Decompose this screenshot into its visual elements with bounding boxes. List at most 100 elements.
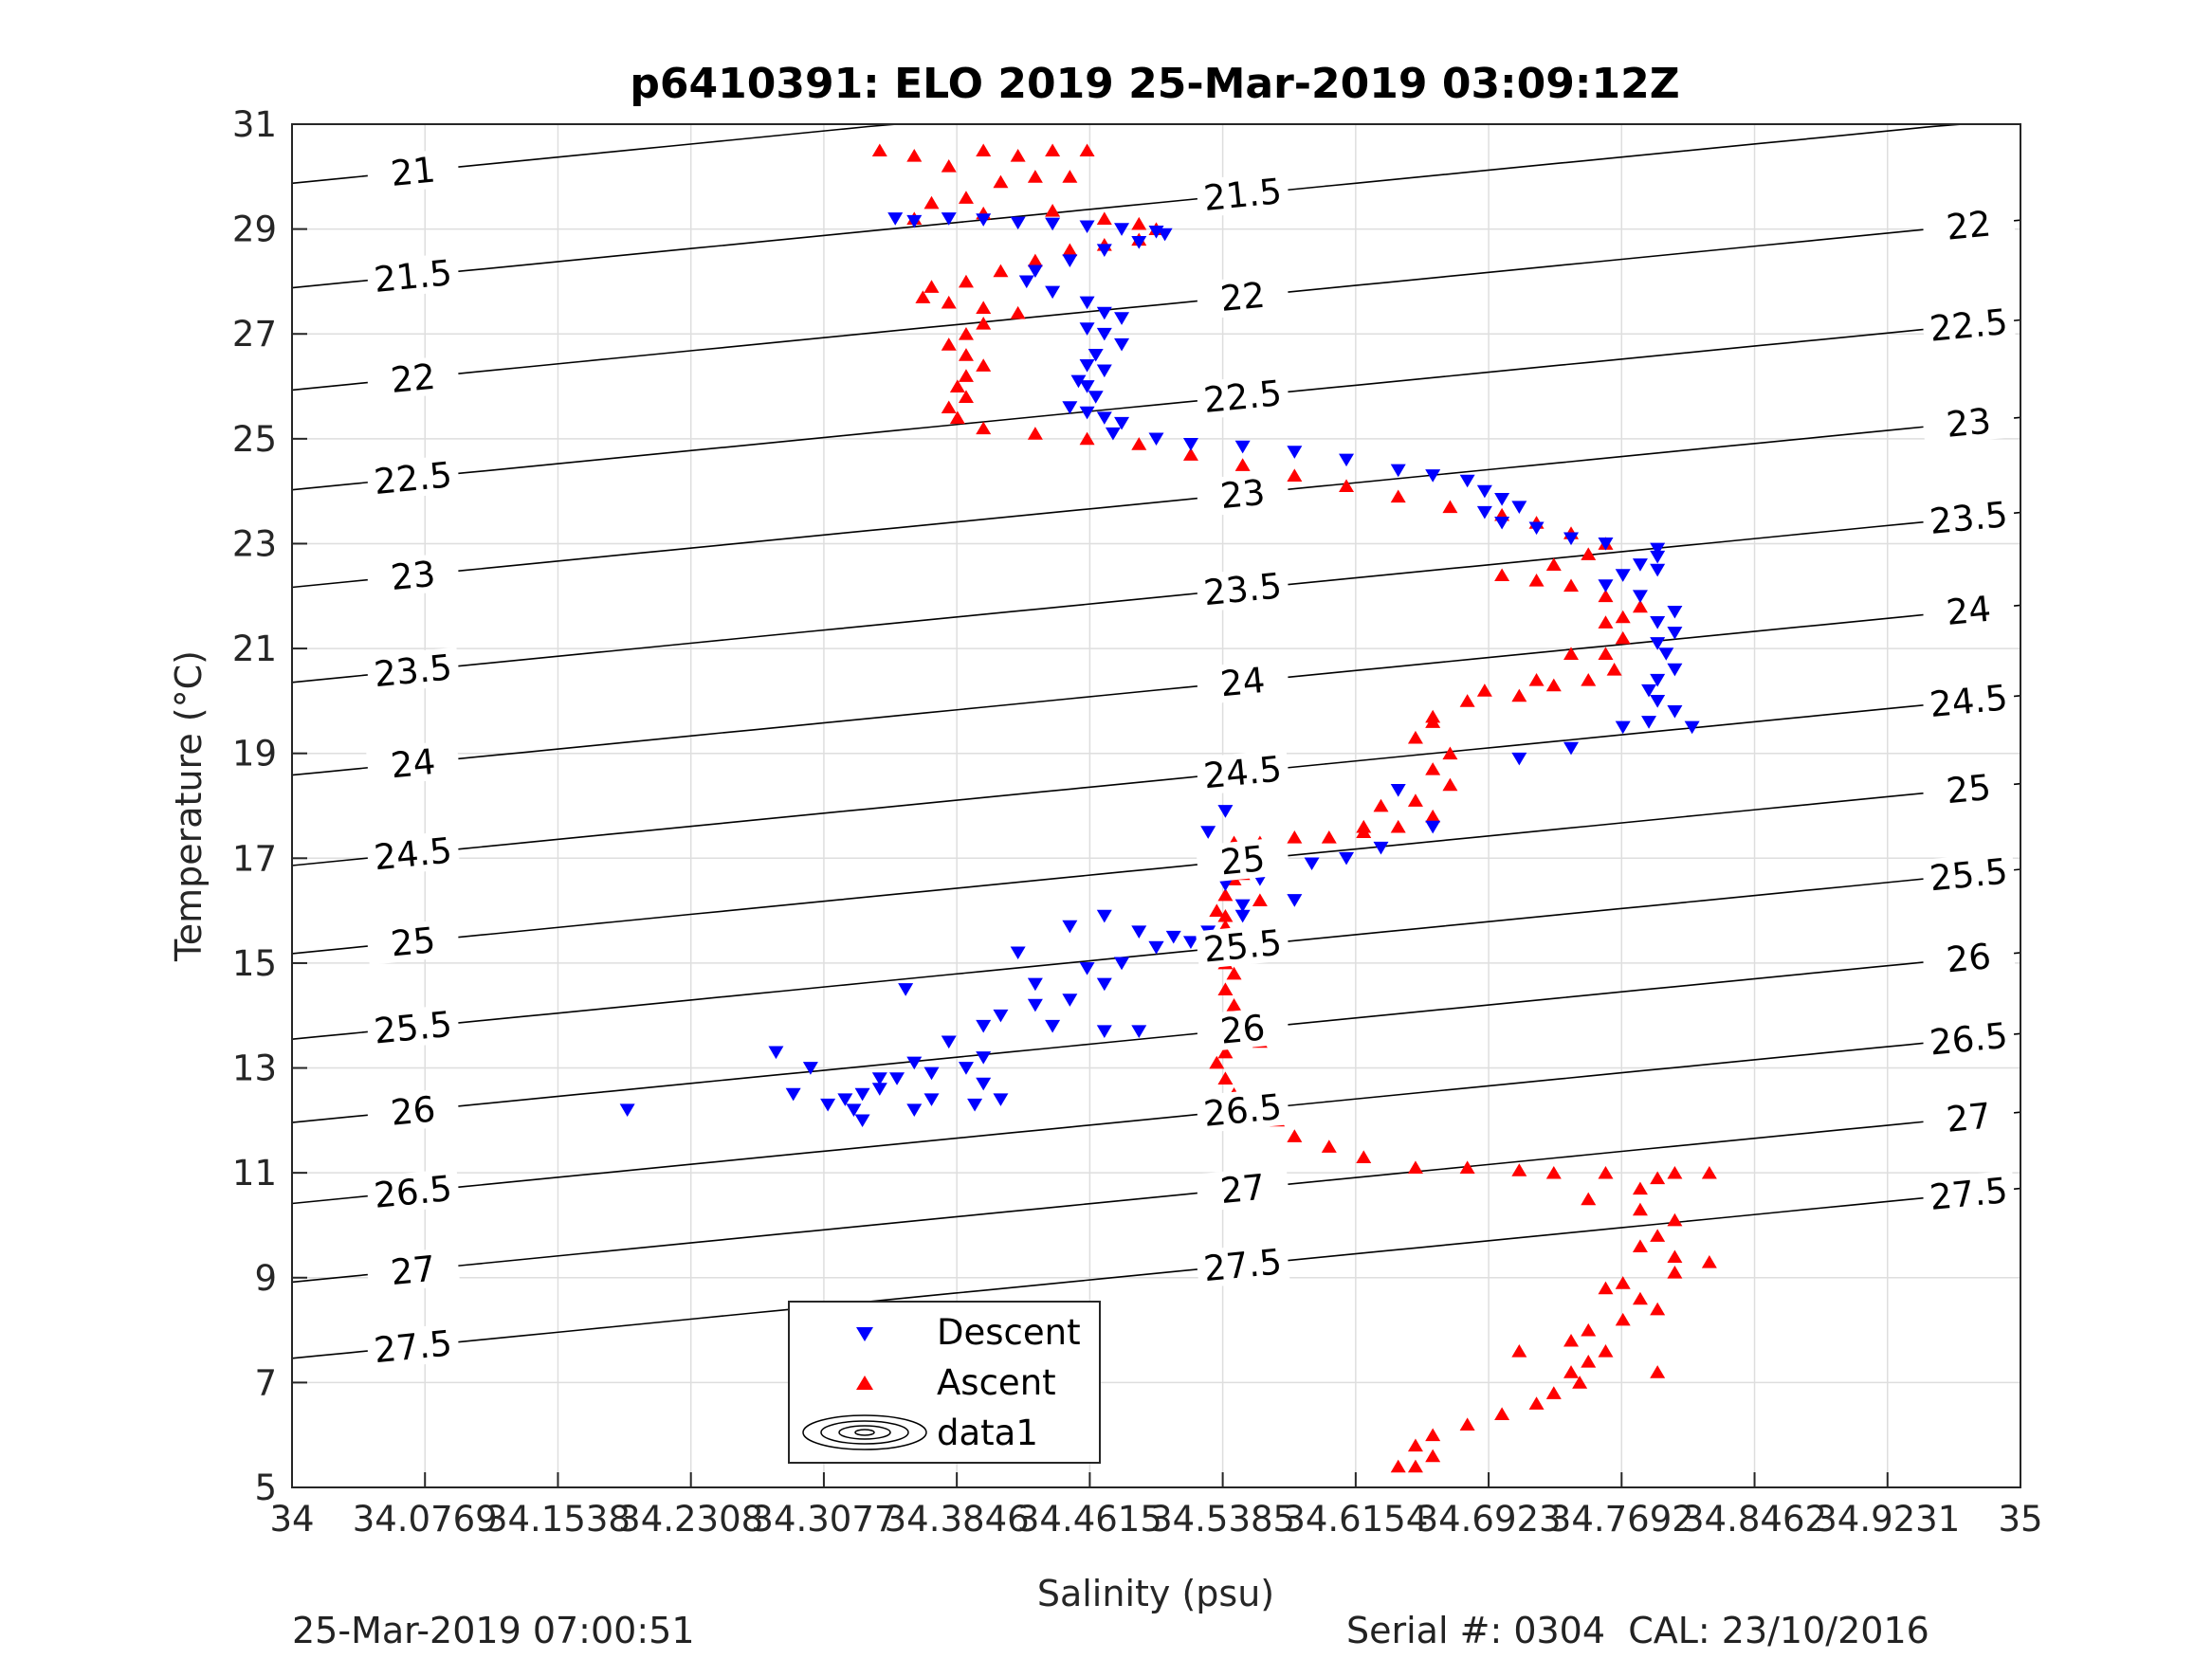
descent-point <box>1667 663 1683 677</box>
ascent-point <box>1581 1322 1597 1337</box>
descent-point <box>1105 427 1121 441</box>
descent-point <box>1650 550 1666 564</box>
ascent-point <box>1545 557 1562 571</box>
ascent-point <box>1598 1165 1614 1179</box>
isopycnal-label-bg <box>365 739 461 787</box>
descent-point <box>887 212 904 226</box>
isopycnal-label: 26 <box>389 1088 437 1133</box>
ascent-point <box>1373 798 1389 812</box>
isopycnal-label-bg <box>365 1322 461 1370</box>
descent-point <box>1096 909 1112 923</box>
descent-point <box>1234 909 1251 923</box>
ascent-point <box>1528 1396 1545 1410</box>
isopycnal-label-bg <box>365 830 461 878</box>
isopycnal-label: 27 <box>1945 1095 1993 1139</box>
ascent-point <box>958 369 974 382</box>
ascent-point <box>1407 793 1423 807</box>
isopycnal-label: 27 <box>389 1249 437 1293</box>
x-tick-label: 34.5385 <box>1150 1499 1295 1540</box>
descent-point <box>1494 493 1510 506</box>
legend-contour-icon <box>802 1414 927 1450</box>
descent-point <box>1339 453 1355 467</box>
ascent-point <box>1062 243 1078 257</box>
descent-point <box>1088 348 1104 362</box>
y-tick-label: 25 <box>232 419 277 460</box>
ascent-point <box>941 295 957 309</box>
ascent-point <box>915 290 931 303</box>
legend-descent-label: Descent <box>937 1312 1081 1353</box>
descent-point <box>1045 285 1061 300</box>
ascent-point <box>958 191 974 204</box>
ascent-point <box>1010 305 1026 319</box>
y-tick-label: 17 <box>232 838 277 879</box>
descent-point <box>1079 296 1095 310</box>
descent-point <box>619 1103 635 1117</box>
ascent-point <box>923 280 940 293</box>
descent-point <box>1667 627 1683 640</box>
isopycnal-label-bg <box>1921 494 2017 541</box>
descent-point <box>1615 569 1631 582</box>
ascent-point <box>1182 447 1198 461</box>
legend-box <box>788 1301 1101 1464</box>
isopycnal-label: 25.5 <box>1202 922 1284 971</box>
isopycnal-line <box>291 868 2021 1040</box>
descent-point <box>837 1093 853 1106</box>
isopycnal-label-bg <box>365 454 461 501</box>
descent-point <box>993 1009 1009 1023</box>
isopycnal-label-bg <box>365 252 461 300</box>
descent-point <box>1641 684 1657 698</box>
isopycnal-label-bg <box>1195 1086 1290 1134</box>
ascent-point <box>1701 1254 1717 1268</box>
isopycnal-label-bg <box>365 552 461 599</box>
y-tick-label: 11 <box>232 1153 277 1194</box>
isopycnal-label: 22.5 <box>373 454 454 502</box>
ascent-point <box>1598 1344 1614 1358</box>
isopycnal-label: 23.5 <box>1202 565 1284 613</box>
descent-point <box>1650 542 1666 556</box>
ascent-point <box>1528 673 1545 686</box>
descent-point <box>1114 957 1130 971</box>
ascent-point <box>1079 431 1095 446</box>
isopycnal-label-bg <box>1195 658 1290 705</box>
ascent-point <box>1226 966 1242 980</box>
descent-point <box>1667 705 1683 719</box>
ascent-point <box>1494 568 1510 582</box>
descent-point <box>1114 312 1130 325</box>
descent-point <box>1217 805 1234 818</box>
isopycnal-label-bg <box>1195 836 1290 884</box>
descent-point <box>923 1093 940 1106</box>
isopycnal-label: 23.5 <box>1928 494 2009 542</box>
ascent-point <box>1234 458 1251 471</box>
ascent-point <box>1650 1302 1666 1316</box>
isopycnal-line <box>291 604 2021 776</box>
descent-point <box>898 983 914 996</box>
ascent-point <box>1425 809 1441 823</box>
descent-point <box>1494 516 1510 530</box>
ascent-point <box>1442 500 1458 514</box>
ascent-point <box>1632 599 1648 613</box>
descent-point <box>1650 563 1666 577</box>
descent-point <box>1096 364 1112 378</box>
y-tick-label: 13 <box>232 1048 277 1089</box>
descent-point <box>1027 998 1043 1012</box>
ascent-point <box>1390 1459 1406 1473</box>
ascent-point <box>1459 694 1475 707</box>
ascent-point <box>1528 573 1545 587</box>
isopycnal-label-bg <box>365 1086 461 1135</box>
isopycnal-label: 22.5 <box>1928 301 2009 350</box>
ascent-point <box>941 159 957 173</box>
isopycnal-line <box>291 511 2021 684</box>
ascent-point <box>1511 1344 1527 1358</box>
y-tick-label: 29 <box>232 210 277 250</box>
isopycnal-label-bg <box>1195 470 1290 518</box>
isopycnal-line <box>291 782 2021 955</box>
isopycnal-label-bg <box>365 148 461 195</box>
x-axis-label: Salinity (psu) <box>1037 1573 1274 1614</box>
ascent-point <box>1563 578 1580 592</box>
y-tick-label: 23 <box>232 523 277 564</box>
descent-point <box>1598 579 1614 592</box>
ascent-point <box>1209 903 1225 918</box>
descent-point <box>846 1103 862 1117</box>
ascent-point <box>958 274 974 288</box>
ascent-point <box>906 148 923 162</box>
